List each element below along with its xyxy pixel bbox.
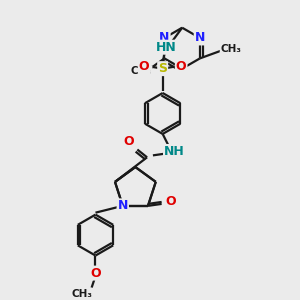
Text: N: N [159, 32, 170, 44]
Text: CH₃: CH₃ [71, 289, 92, 298]
Text: O: O [123, 135, 134, 148]
Text: O: O [139, 60, 149, 73]
Text: NH: NH [164, 145, 185, 158]
Text: O: O [165, 196, 176, 208]
Text: CH₃: CH₃ [130, 66, 152, 76]
Text: O: O [176, 60, 187, 73]
Text: N: N [118, 200, 128, 212]
Text: S: S [158, 62, 167, 75]
Text: HN: HN [156, 41, 177, 54]
Text: CH₃: CH₃ [220, 44, 242, 54]
Text: O: O [90, 267, 101, 280]
Text: N: N [195, 32, 205, 44]
